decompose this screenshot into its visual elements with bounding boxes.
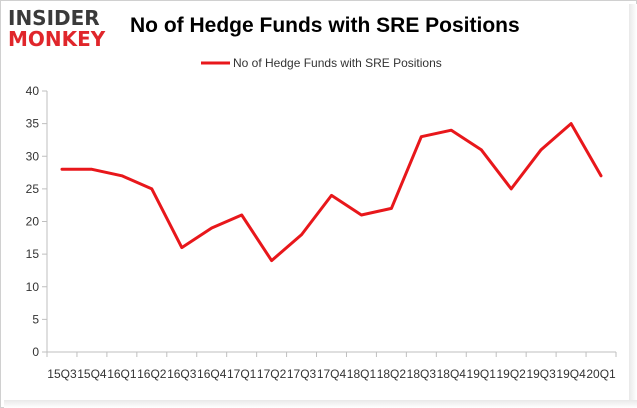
series-line [60,122,603,263]
x-tick-label: 17Q1 [227,367,257,381]
chart-title: No of Hedge Funds with SRE Positions [130,14,520,37]
x-tick-label: 17Q3 [287,367,317,381]
x-tick-label: 19Q2 [497,367,527,381]
y-tick-label: 30 [26,149,40,163]
data-point [150,187,154,191]
data-point [240,213,243,217]
frame-shadow-right [629,4,637,408]
data-point [300,233,303,236]
logo-line-2: MONKEY [8,27,106,51]
x-tick-label: 19Q4 [556,367,586,381]
data-point [90,168,94,171]
frame-shadow-bottom [4,400,637,408]
x-tick-label: 16Q1 [107,367,137,381]
x-tick-label: 17Q2 [257,367,287,381]
legend-label: No of Hedge Funds with SRE Positions [233,56,442,70]
x-tick-label: 17Q4 [317,367,347,381]
data-point [480,148,483,151]
data-point [569,122,573,125]
x-tick-label: 15Q3 [47,367,77,381]
y-tick-label: 15 [26,247,40,261]
y-tick-label: 35 [26,117,40,131]
x-tick-label: 18Q3 [407,367,437,381]
y-tick-label: 5 [32,312,39,326]
data-point [330,194,333,197]
data-point [390,207,393,210]
y-tick-label: 25 [26,182,40,196]
y-axis-ticks: 0 5 10 15 20 25 30 35 40 [26,84,47,359]
chart-legend: No of Hedge Funds with SRE Positions [201,56,442,70]
data-point [509,187,513,191]
x-tick-label: 18Q2 [377,367,407,381]
x-tick-label: 19Q1 [467,367,497,381]
y-tick-label: 40 [26,84,40,98]
data-point [599,174,603,178]
chart-series [60,122,603,263]
x-tick-label: 19Q3 [526,367,556,381]
y-tick-label: 20 [26,215,40,229]
x-tick-label: 16Q2 [137,367,167,381]
data-point [420,135,423,138]
logo-line-1: INSIDER [8,6,100,30]
data-point [270,259,273,262]
y-tick-label: 10 [26,280,40,294]
x-tick-label: 20Q1 [586,367,616,381]
data-point [450,128,453,132]
chart-axes [46,91,616,353]
data-point [360,213,363,217]
x-tick-label: 16Q4 [197,367,227,381]
x-axis-ticks: 15Q3 15Q4 16Q1 16Q2 16Q3 16Q4 17Q1 17Q2 17Q3 17Q4… [46,352,617,381]
data-point [539,148,543,151]
insider-monkey-logo: INSIDER MONKEY [8,8,123,54]
data-point [60,168,64,171]
data-point [180,246,183,249]
y-tick-label: 0 [32,345,39,359]
x-tick-label: 18Q1 [347,367,377,381]
x-tick-label: 15Q4 [77,367,107,381]
x-tick-label: 16Q3 [167,367,197,381]
data-point [120,174,124,178]
x-tick-label: 18Q4 [437,367,467,381]
data-point [210,226,213,230]
